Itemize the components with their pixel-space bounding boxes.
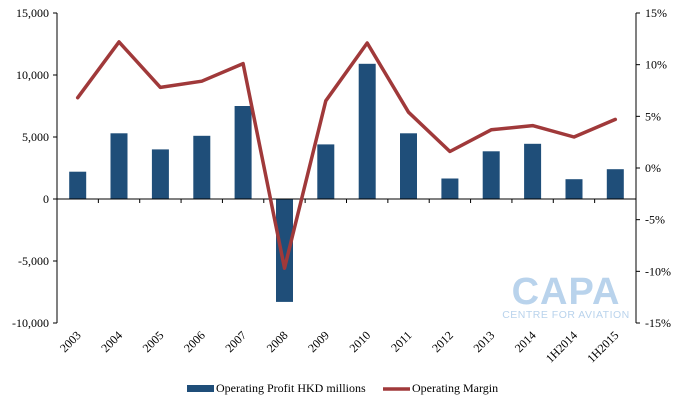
margin-line [75,40,618,270]
x-tick-label: 2005 [140,328,167,355]
x-tick-label: 2009 [305,328,332,355]
y-left-tick-label: 5,000 [22,130,49,144]
bars [69,63,624,302]
watermark-logo-text: CAPA [512,271,621,313]
x-tick-label: 2007 [222,328,249,355]
bar-2011 [400,133,417,199]
x-tick-label: 2014 [512,328,539,355]
y-right-tick-label: -10% [645,264,671,278]
bar-2006 [193,135,211,199]
y-left-tick-label: 0 [43,192,49,206]
bar-2012 [441,178,459,199]
y-right-tick-label: 10% [645,58,667,72]
bar-1H2015 [606,169,624,199]
bar-2007 [234,106,252,199]
x-tick-label: 2008 [264,328,291,355]
bar-2004 [110,133,128,199]
legend-label-operating-margin: Operating Margin [412,381,498,395]
legend-label-operating-profit: Operating Profit HKD millions [216,381,366,395]
x-tick-label: 1H2015 [584,328,621,365]
x-tick-label: 2004 [98,328,125,355]
bar-2013 [482,151,500,199]
y-right-tick-label: 15% [645,6,667,20]
y-left-tick-label: 10,000 [16,68,49,82]
y-axis-labels: 15,000 10,000 5,000 0 -5,000 -10,000 15% 10% 5% 0… [12,6,671,330]
x-tick-label: 1H2014 [543,328,580,365]
legend-swatch-operating-profit [187,385,214,392]
bar-2005 [151,149,169,199]
x-tick-label: 2011 [388,328,415,355]
margin-series-line [75,40,618,270]
bar-2003 [69,171,87,199]
y-left-tick-label: -5,000 [18,254,49,268]
axes [53,12,640,324]
y-left-tick-label: 15,000 [16,6,49,20]
y-right-tick-label: -5% [645,213,665,227]
x-tick-label: 2010 [346,328,373,355]
bar-1H2014 [565,179,583,199]
bar-2014 [524,143,542,199]
x-tick-label: 2006 [181,328,208,355]
x-tick-label: 2012 [429,328,456,355]
y-right-tick-label: 0% [645,161,661,175]
x-tick-label: 2003 [57,328,84,355]
bar-2009 [317,144,335,199]
bar-2010 [358,63,376,199]
legend: Operating Profit HKD millions Operating M… [187,381,498,395]
bar-2008 [276,199,293,302]
y-left-tick-label: -10,000 [12,316,49,330]
x-tick-label: 2013 [471,328,498,355]
watermark-subtitle: CENTRE FOR AVIATION [502,309,630,321]
x-axis-labels: 2003 2004 2005 2006 2007 2008 2009 2010 2011 2012… [57,328,622,365]
y-right-tick-label: 5% [645,109,661,123]
y-right-tick-label: -15% [645,316,671,330]
